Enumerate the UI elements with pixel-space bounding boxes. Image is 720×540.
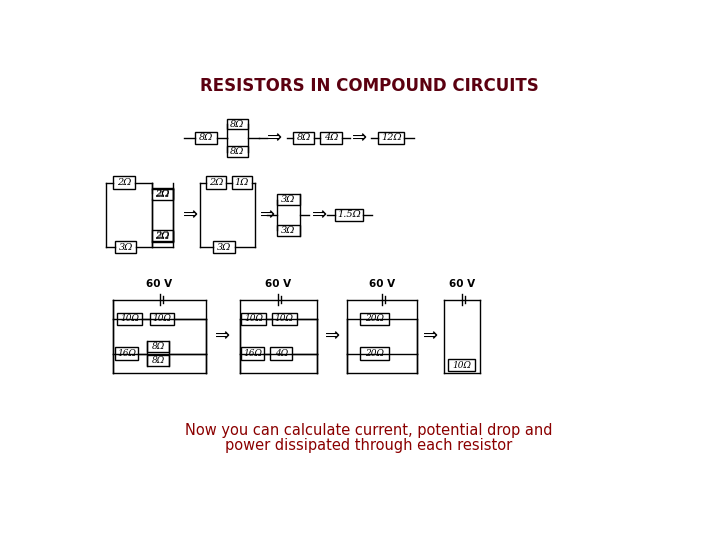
Bar (271, 347, 292, 360)
Text: 10Ω: 10Ω (120, 314, 139, 323)
Bar (152, 188, 174, 199)
Text: 8Ω: 8Ω (199, 133, 213, 143)
Bar (276, 194, 300, 205)
Bar (241, 347, 264, 360)
Bar (378, 132, 405, 144)
Text: ⇒: ⇒ (215, 327, 230, 345)
Bar (227, 119, 248, 130)
Text: 2Ω: 2Ω (156, 232, 170, 241)
Text: 2Ω: 2Ω (117, 178, 131, 187)
Text: 8Ω: 8Ω (297, 133, 311, 143)
Bar (148, 355, 168, 366)
Text: 3Ω: 3Ω (281, 195, 295, 204)
Text: ⇒: ⇒ (325, 327, 340, 345)
Text: 20Ω: 20Ω (365, 314, 384, 323)
Text: ⇒: ⇒ (423, 327, 438, 345)
Bar (152, 189, 174, 200)
Bar (227, 146, 248, 157)
Bar (360, 347, 389, 360)
Text: ⇒: ⇒ (183, 206, 198, 224)
Text: 10Ω: 10Ω (244, 314, 263, 323)
Text: 3Ω: 3Ω (119, 243, 133, 252)
Text: ⇒: ⇒ (260, 206, 275, 224)
Bar (152, 231, 174, 242)
Text: 8Ω: 8Ω (230, 147, 245, 156)
Bar (150, 313, 174, 325)
Text: 12Ω: 12Ω (381, 133, 402, 143)
Bar (293, 132, 315, 144)
Bar (115, 241, 137, 253)
Text: 10Ω: 10Ω (452, 361, 471, 369)
Bar (241, 313, 266, 325)
Text: power dissipated through each resistor: power dissipated through each resistor (225, 438, 513, 454)
Bar (117, 313, 142, 325)
Text: 2Ω: 2Ω (156, 189, 170, 198)
Text: 1.5Ω: 1.5Ω (337, 211, 361, 219)
Bar (276, 225, 300, 236)
Text: 2Ω: 2Ω (209, 178, 223, 187)
Text: 16Ω: 16Ω (243, 349, 262, 358)
Bar (320, 132, 342, 144)
Text: 3Ω: 3Ω (217, 243, 231, 252)
Text: ⇒: ⇒ (352, 129, 367, 147)
Text: 8Ω: 8Ω (151, 356, 165, 365)
Bar (195, 132, 217, 144)
Text: Now you can calculate current, potential drop and: Now you can calculate current, potential… (185, 423, 553, 438)
Bar (206, 177, 226, 189)
Bar (232, 177, 252, 189)
Text: 3Ω: 3Ω (281, 226, 295, 235)
Bar (148, 341, 168, 352)
Text: 60 V: 60 V (265, 279, 291, 289)
Text: 60 V: 60 V (369, 279, 395, 289)
Text: 4Ω: 4Ω (274, 349, 288, 358)
Text: 60 V: 60 V (449, 279, 475, 289)
Bar (448, 359, 475, 372)
Bar (115, 347, 138, 360)
Text: ⇒: ⇒ (266, 129, 282, 147)
Text: 2Ω: 2Ω (156, 190, 170, 199)
Bar (152, 231, 174, 241)
Text: 20Ω: 20Ω (365, 349, 384, 358)
Text: ⇒: ⇒ (312, 206, 328, 224)
Text: 16Ω: 16Ω (117, 349, 136, 358)
Text: 1Ω: 1Ω (235, 178, 249, 187)
Bar (113, 177, 135, 189)
Bar (335, 209, 363, 221)
Text: 10Ω: 10Ω (153, 314, 171, 323)
Text: 8Ω: 8Ω (151, 342, 165, 351)
Text: 10Ω: 10Ω (275, 314, 294, 323)
Bar (213, 241, 235, 253)
Text: 60 V: 60 V (146, 279, 173, 289)
Text: 8Ω: 8Ω (230, 119, 245, 129)
Bar (360, 313, 389, 325)
Bar (272, 313, 297, 325)
Text: RESISTORS IN COMPOUND CIRCUITS: RESISTORS IN COMPOUND CIRCUITS (199, 77, 539, 96)
Text: 4Ω: 4Ω (324, 133, 338, 143)
Text: 2Ω: 2Ω (156, 231, 170, 240)
